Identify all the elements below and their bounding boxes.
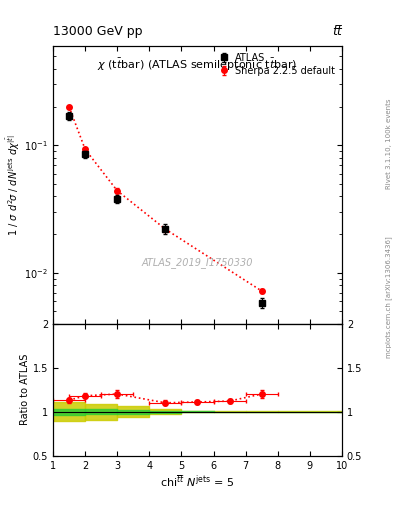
Text: 13000 GeV pp: 13000 GeV pp	[53, 26, 143, 38]
Y-axis label: Ratio to ATLAS: Ratio to ATLAS	[20, 354, 30, 425]
Text: ATLAS_2019_I1750330: ATLAS_2019_I1750330	[142, 257, 253, 268]
Text: $\chi$ (t$\bar{t}$bar) (ATLAS semileptonic t$\bar{t}$bar): $\chi$ (t$\bar{t}$bar) (ATLAS semilepton…	[97, 57, 298, 73]
Y-axis label: $1\ /\ \sigma\ d^2\!\sigma\ /\ dN^{\rm jets}\ d\chi^{|\bar{t}|}$: $1\ /\ \sigma\ d^2\!\sigma\ /\ dN^{\rm j…	[4, 134, 22, 236]
Text: mcplots.cern.ch [arXiv:1306.3436]: mcplots.cern.ch [arXiv:1306.3436]	[386, 236, 392, 358]
Text: Rivet 3.1.10, 100k events: Rivet 3.1.10, 100k events	[386, 98, 392, 188]
Text: tt̅: tt̅	[332, 26, 342, 38]
Legend: ATLAS, Sherpa 2.2.5 default: ATLAS, Sherpa 2.2.5 default	[215, 51, 337, 78]
X-axis label: chi$^{\overline{t}\bar{t}}$ $N^{\rm jets}$ = 5: chi$^{\overline{t}\bar{t}}$ $N^{\rm jets…	[160, 473, 235, 489]
